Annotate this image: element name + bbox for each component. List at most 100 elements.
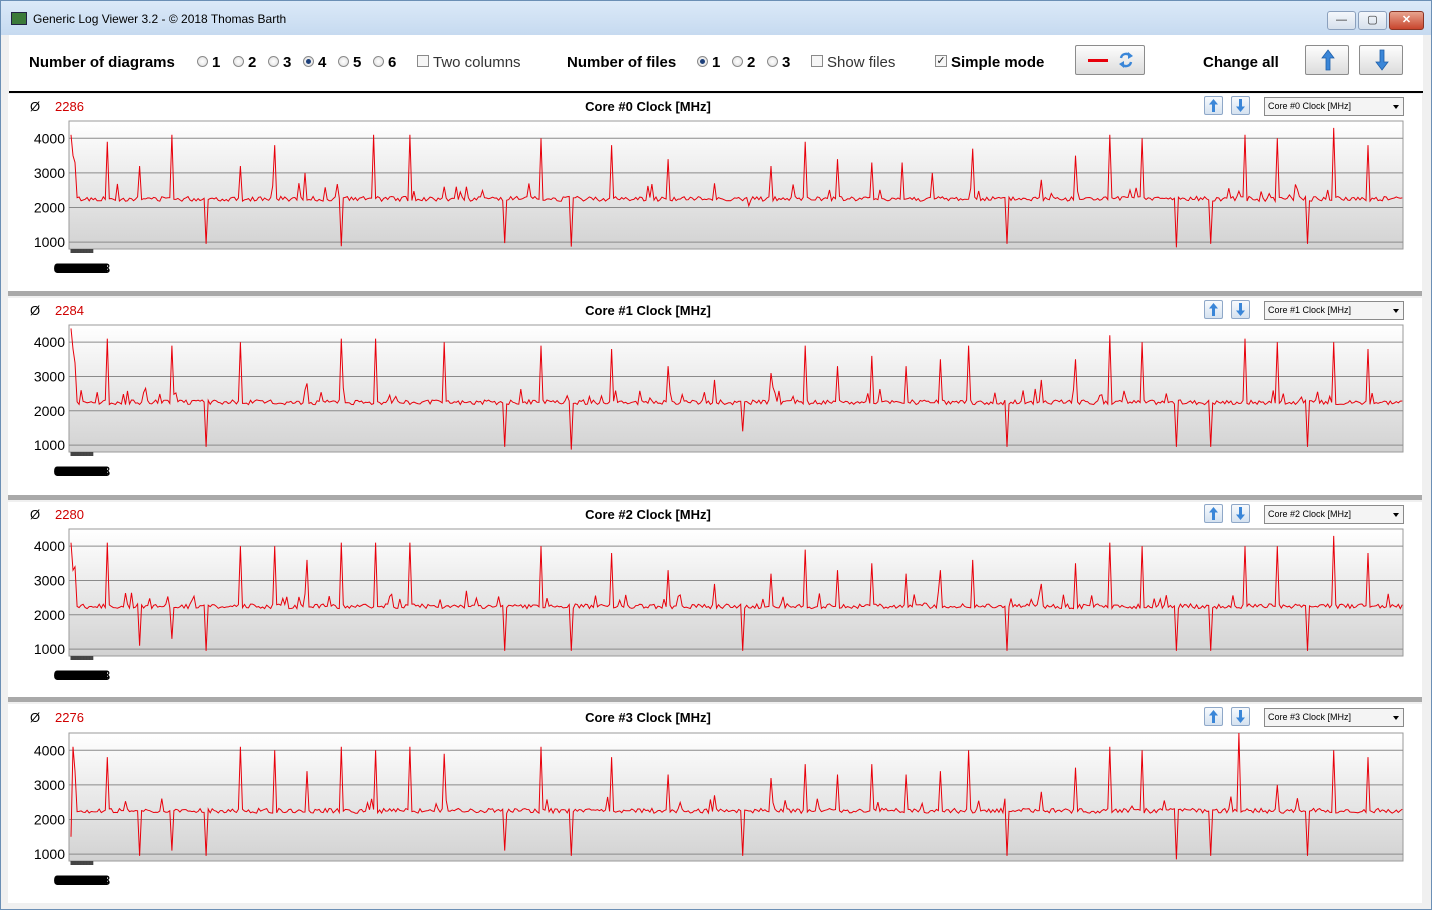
x-tick-label: 00:30 [65, 667, 100, 683]
panel-separator[interactable] [8, 495, 1422, 500]
average-value: 2280 [55, 507, 84, 522]
series-line-core-clock [70, 732, 1403, 860]
app-icon [11, 12, 27, 25]
y-tick-label: 1000 [34, 846, 65, 862]
x-tick-label: 00:34 [66, 667, 101, 683]
x-tick-label: 00:40 [69, 463, 104, 479]
chevron-down-icon [1393, 513, 1399, 517]
diagram-radio-5[interactable] [338, 56, 349, 67]
move-up-all-button[interactable] [1305, 45, 1349, 75]
arrow-down-icon [1236, 507, 1245, 520]
move-down-all-button[interactable] [1359, 45, 1403, 75]
simple-mode-checkbox[interactable]: ✓ [935, 55, 947, 67]
change-all-label: Change all [1203, 54, 1279, 71]
panel-down-button[interactable] [1231, 96, 1250, 115]
maximize-button[interactable]: ▢ [1358, 11, 1387, 30]
diagram-radio-1[interactable] [197, 56, 208, 67]
x-tick-label: 00:40 [69, 667, 104, 683]
x-tick-label: 00:46 [71, 667, 106, 683]
close-button[interactable]: ✕ [1389, 11, 1424, 30]
arrow-up-icon [1209, 303, 1218, 316]
x-tick-label: 00:26 [63, 667, 98, 683]
y-tick-label: 2000 [34, 607, 65, 623]
x-tick-label: 00:18 [60, 463, 95, 479]
panel-up-button[interactable] [1204, 96, 1223, 115]
panel-up-button[interactable] [1204, 707, 1223, 726]
x-tick-label: 00:54 [74, 463, 109, 479]
file-radio-2[interactable] [732, 56, 743, 67]
y-tick-label: 3000 [34, 572, 65, 588]
x-tick-label: 00:52 [73, 872, 108, 888]
x-tick-label: 00:06 [56, 463, 91, 479]
panel-separator[interactable] [8, 291, 1422, 296]
diagram-radio-label: 5 [353, 54, 362, 71]
x-tick-label: 00:24 [63, 260, 98, 276]
arrow-up-icon [1321, 49, 1335, 71]
title-bar[interactable]: Generic Log Viewer 3.2 - © 2018 Thomas B… [1, 1, 1431, 35]
y-tick-label: 2000 [34, 199, 65, 215]
plot-area [68, 324, 1404, 453]
diagram-radio-6[interactable] [373, 56, 384, 67]
plot-area [68, 528, 1404, 657]
x-tick-label: 00:56 [75, 260, 110, 276]
x-tick-label: 00:10 [57, 667, 92, 683]
line-chart: 1000 2000 3000 4000 00:0000:0200:0400:0600:0… [34, 324, 1404, 479]
arrow-up-icon [1209, 507, 1218, 520]
minimize-button[interactable]: — [1327, 11, 1356, 30]
x-tick-label: 00:56 [75, 667, 110, 683]
file-radio-label: 3 [782, 54, 791, 71]
x-tick-label: 00:06 [56, 667, 91, 683]
diagram-radio-3[interactable] [268, 56, 279, 67]
plot-area [68, 120, 1404, 250]
sensor-select[interactable]: Core #1 Clock [MHz] [1264, 301, 1404, 320]
x-tick-label: 00:34 [66, 872, 101, 888]
x-tick-label: 00:28 [64, 463, 99, 479]
y-tick-label: 2000 [34, 403, 65, 419]
x-tick-label: 00:22 [62, 667, 97, 683]
x-tick-label: 00:58 [75, 260, 110, 276]
panel-down-button[interactable] [1231, 504, 1250, 523]
diagram-radio-2[interactable] [233, 56, 244, 67]
x-tick-label: 00:18 [60, 667, 95, 683]
x-tick-label: 00:04 [55, 872, 90, 888]
diagram-radio-label: 2 [248, 54, 257, 71]
diagram-radio-4[interactable] [303, 56, 314, 67]
simple-mode-label: Simple mode [951, 54, 1045, 71]
x-tick-label: 00:08 [56, 872, 91, 888]
file-radio-3[interactable] [767, 56, 778, 67]
x-tick-label: 00:30 [65, 463, 100, 479]
x-tick-label: 00:44 [70, 872, 105, 888]
arrow-down-icon [1375, 49, 1389, 71]
y-tick-label: 1000 [34, 641, 65, 657]
x-tick-label: 00:28 [64, 667, 99, 683]
panel-down-button[interactable] [1231, 300, 1250, 319]
sensor-select[interactable]: Core #2 Clock [MHz] [1264, 505, 1404, 524]
file-radio-1[interactable] [697, 56, 708, 67]
x-tick-label: 00:54 [74, 872, 109, 888]
sensor-select-value: Core #2 Clock [MHz] [1268, 509, 1352, 519]
y-tick-label: 4000 [34, 130, 65, 146]
x-tick-label: 00:26 [63, 872, 98, 888]
x-tick-label: 00:38 [68, 463, 103, 479]
show-files-checkbox[interactable] [811, 55, 823, 67]
chart-title: Core #2 Clock [MHz] [585, 507, 711, 522]
y-tick-label: 4000 [34, 334, 65, 350]
x-tick-label: 00:56 [75, 463, 110, 479]
x-tick-label: 00:42 [69, 872, 104, 888]
x-tick-label: 00:00 [53, 260, 88, 276]
color-refresh-button[interactable] [1075, 45, 1145, 75]
x-tick-label: 00:42 [69, 260, 104, 276]
x-tick-label: 00:12 [58, 260, 93, 276]
panel-separator[interactable] [8, 697, 1422, 702]
sensor-select[interactable]: Core #3 Clock [MHz] [1264, 708, 1404, 727]
x-tick-label: 00:26 [63, 260, 98, 276]
x-tick-label: 00:16 [59, 260, 94, 276]
x-tick-label: 00:38 [68, 872, 103, 888]
sensor-select[interactable]: Core #0 Clock [MHz] [1264, 97, 1404, 116]
x-tick-label: 00:32 [66, 260, 101, 276]
panel-up-button[interactable] [1204, 504, 1223, 523]
two-columns-checkbox[interactable] [417, 55, 429, 67]
panel-up-button[interactable] [1204, 300, 1223, 319]
x-tick-label: 00:34 [66, 260, 101, 276]
panel-down-button[interactable] [1231, 707, 1250, 726]
